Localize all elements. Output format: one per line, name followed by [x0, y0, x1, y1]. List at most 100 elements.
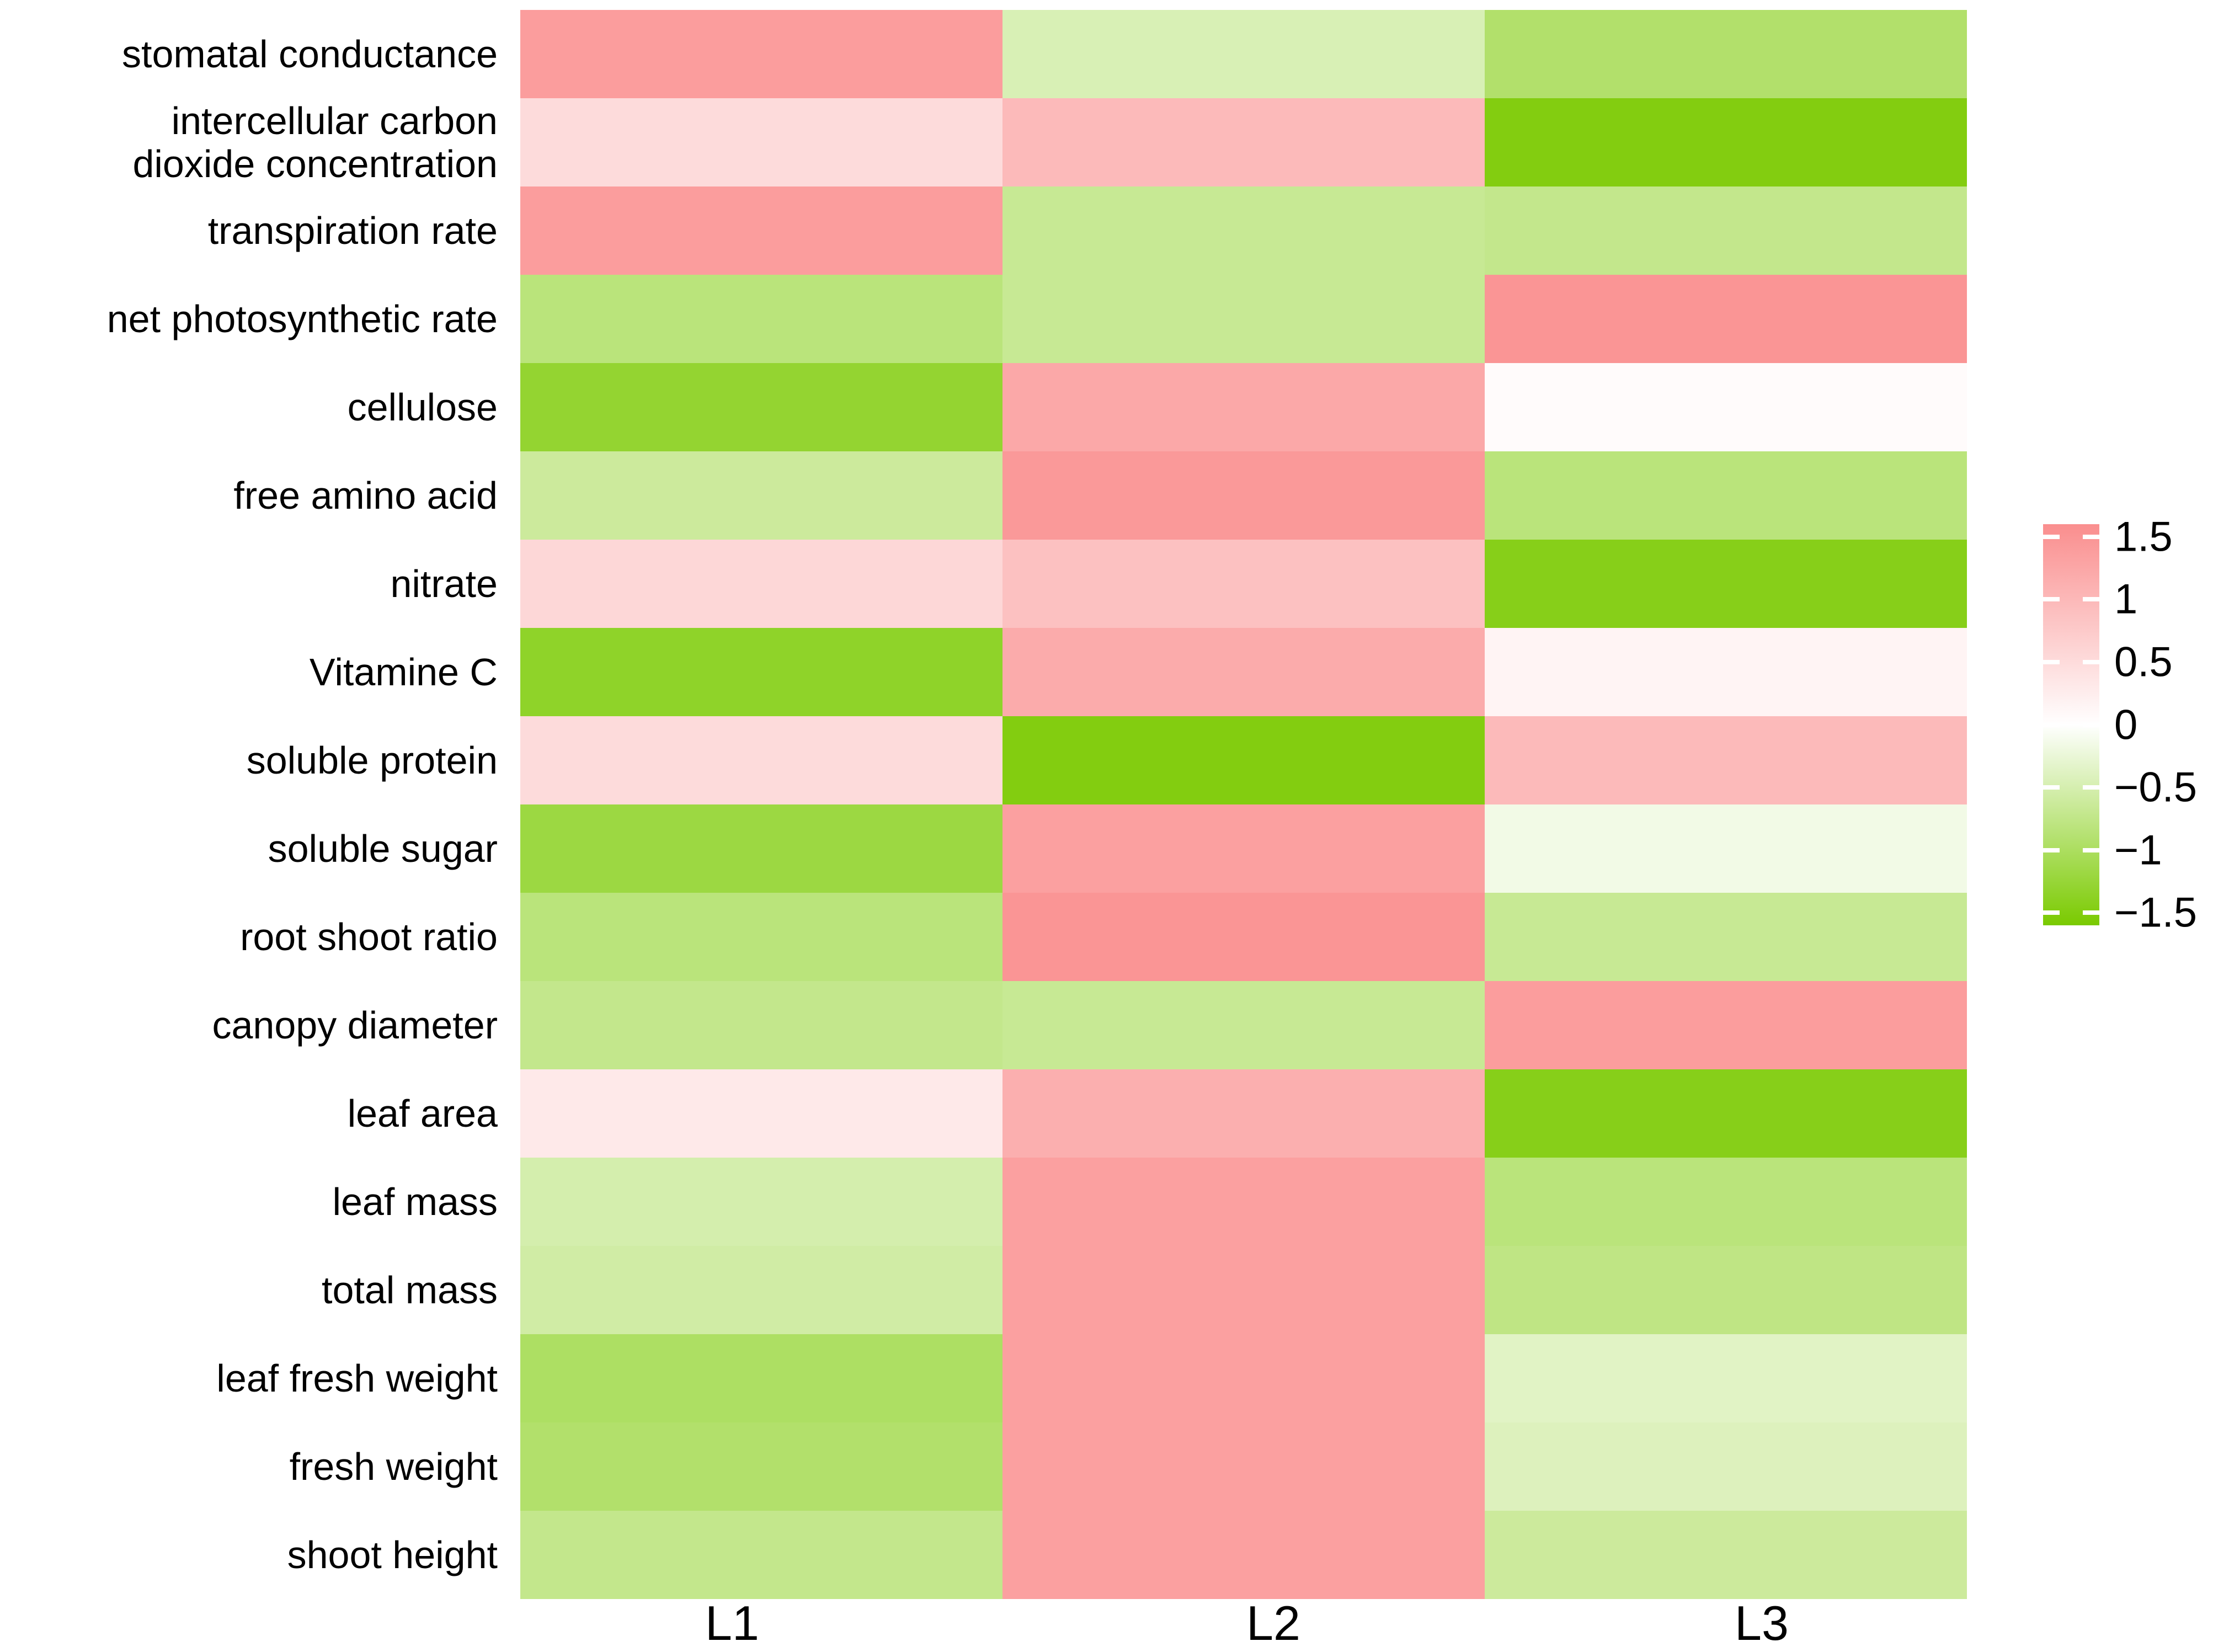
heatmap-cell-row7-L1 [520, 540, 1002, 628]
heatmap-cell-row17-L1 [520, 1422, 1002, 1511]
row-label-line: shoot height [287, 1533, 498, 1576]
row-label-vitamine-c: Vitamine C [310, 651, 498, 694]
row-label-stomatal-conductance: stomatal conductance [122, 33, 498, 76]
row-label-shoot-height: shoot height [287, 1533, 498, 1576]
legend-tick-label: 1.5 [2114, 513, 2173, 561]
heatmap-cell-row16-L3 [1485, 1334, 1967, 1422]
row-label-line: leaf area [347, 1092, 498, 1135]
heatmap-cell-row12-L3 [1485, 981, 1967, 1069]
heatmap-cell-row15-L1 [520, 1246, 1002, 1334]
heatmap-cell-row6-L3 [1485, 451, 1967, 540]
row-label-net-photosynthetic-rate: net photosynthetic rate [107, 297, 498, 340]
heatmap-cell-row14-L2 [1002, 1158, 1485, 1246]
heatmap-cell-row3-L3 [1485, 186, 1967, 275]
heatmap-cell-row10-L2 [1002, 804, 1485, 893]
row-label-intercellular-carbon-dioxide-concentration: intercellular carbon dioxide concentratio… [132, 99, 498, 185]
row-label-free-amino-acid: free amino acid [233, 474, 498, 517]
heatmap-cell-row9-L2 [1002, 716, 1485, 804]
legend-tick-mark [2083, 910, 2099, 915]
row-label-canopy-diameter: canopy diameter [212, 1004, 498, 1047]
x-axis-label-l1: L1 [705, 1596, 759, 1650]
row-label-root-shoot-ratio: root shoot ratio [240, 915, 498, 958]
row-label-line: total mass [322, 1269, 498, 1312]
heatmap-cell-row14-L3 [1485, 1158, 1967, 1246]
heatmap-cell-row16-L1 [520, 1334, 1002, 1422]
heatmap-cell-row2-L1 [520, 98, 1002, 186]
heatmap-cell-row4-L1 [520, 275, 1002, 363]
x-axis-label-l3: L3 [1735, 1596, 1789, 1650]
heatmap-cell-row4-L2 [1002, 275, 1485, 363]
row-label-line: transpiration rate [207, 209, 498, 252]
row-label-line: Vitamine C [309, 651, 498, 694]
legend-tick-label: 0.5 [2114, 638, 2173, 686]
legend-tick-mark [2043, 785, 2060, 790]
heatmap-cell-row7-L3 [1485, 540, 1967, 628]
heatmap-cell-row16-L2 [1002, 1334, 1485, 1422]
heatmap-cell-row13-L2 [1002, 1069, 1485, 1158]
heatmap-cell-row15-L3 [1485, 1246, 1967, 1334]
heatmap-cell-row3-L2 [1002, 186, 1485, 275]
legend-tick-mark [2043, 659, 2060, 664]
heatmap-cell-row9-L3 [1485, 716, 1967, 804]
heatmap-cell-row3-L1 [520, 186, 1002, 275]
row-label-leaf-mass: leaf mass [332, 1180, 498, 1223]
heatmap-cell-row11-L3 [1485, 893, 1967, 981]
row-label-line: nitrate [390, 562, 498, 605]
heatmap-cell-row1-L2 [1002, 10, 1485, 98]
legend-tick-mark [2043, 910, 2060, 915]
heatmap-cell-row10-L1 [520, 804, 1002, 893]
row-label-transpiration-rate: transpiration rate [208, 209, 498, 252]
heatmap-cell-row2-L2 [1002, 98, 1485, 186]
heatmap-cell-row15-L2 [1002, 1246, 1485, 1334]
heatmap-cell-row1-L1 [520, 10, 1002, 98]
heatmap-cell-row8-L3 [1485, 628, 1967, 716]
row-label-leaf-area: leaf area [348, 1092, 498, 1135]
row-label-line: cellulose [347, 386, 498, 429]
heatmap-cell-row12-L2 [1002, 981, 1485, 1069]
heatmap-cell-row8-L1 [520, 628, 1002, 716]
heatmap-cell-row5-L2 [1002, 363, 1485, 451]
heatmap-cell-row13-L3 [1485, 1069, 1967, 1158]
legend-tick-mark [2083, 534, 2099, 539]
legend-tick-mark [2083, 785, 2099, 790]
legend-tick-mark [2083, 848, 2099, 852]
legend-tick-mark [2083, 722, 2099, 727]
heatmap-cell-row18-L2 [1002, 1511, 1485, 1599]
heatmap-cell-row12-L1 [520, 981, 1002, 1069]
heatmap-cell-row2-L3 [1485, 98, 1967, 186]
heatmap-grid [520, 10, 1967, 1599]
heatmap-cell-row6-L2 [1002, 451, 1485, 540]
row-label-line: leaf mass [332, 1180, 498, 1223]
heatmap-cell-row7-L2 [1002, 540, 1485, 628]
row-label-total-mass: total mass [322, 1269, 498, 1312]
row-label-leaf-fresh-weight: leaf fresh weight [216, 1357, 498, 1400]
row-label-line: canopy diameter [212, 1004, 498, 1047]
row-label-line: intercellular carbon [171, 99, 498, 142]
legend-tick-label: −0.5 [2114, 764, 2198, 811]
row-label-fresh-weight: fresh weight [290, 1445, 498, 1488]
row-label-line: fresh weight [289, 1445, 498, 1488]
heatmap-cell-row1-L3 [1485, 10, 1967, 98]
heatmap-cell-row5-L1 [520, 363, 1002, 451]
legend-tick-mark [2083, 659, 2099, 664]
legend-tick-label: 1 [2114, 575, 2138, 623]
heatmap-cell-row11-L1 [520, 893, 1002, 981]
legend-tick-mark [2043, 597, 2060, 602]
legend-tick-mark [2083, 597, 2099, 602]
legend-tick-label: −1.5 [2114, 889, 2198, 936]
row-label-line: soluble protein [246, 739, 498, 782]
legend-tick-label: −1 [2114, 827, 2162, 874]
legend-tick-label: 0 [2114, 701, 2138, 748]
heatmap-cell-row14-L1 [520, 1158, 1002, 1246]
heatmap-cell-row13-L1 [520, 1069, 1002, 1158]
heatmap-cell-row18-L3 [1485, 1511, 1967, 1599]
heatmap-cell-row18-L1 [520, 1511, 1002, 1599]
row-label-line: stomatal conductance [122, 33, 498, 76]
heatmap-cell-row17-L3 [1485, 1422, 1967, 1511]
legend-tick-mark [2043, 848, 2060, 852]
row-label-nitrate: nitrate [390, 562, 498, 605]
row-label-line: dioxide concentration [132, 142, 498, 185]
x-axis-label-l2: L2 [1246, 1596, 1300, 1650]
heatmap-cell-row11-L2 [1002, 893, 1485, 981]
